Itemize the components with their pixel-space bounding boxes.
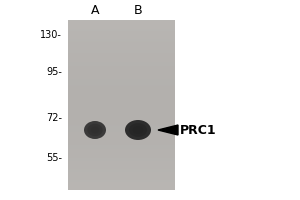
Ellipse shape [133,126,143,134]
Text: 72-: 72- [46,113,62,123]
Text: A: A [91,3,99,17]
Ellipse shape [84,121,106,139]
Ellipse shape [87,124,103,136]
Text: 95-: 95- [46,67,62,77]
Polygon shape [158,125,178,135]
Text: PRC1: PRC1 [180,123,217,136]
Ellipse shape [91,126,99,134]
Text: 55-: 55- [46,153,62,163]
Ellipse shape [125,120,151,140]
Text: 130-: 130- [40,30,62,40]
Text: B: B [134,3,142,17]
Ellipse shape [129,123,147,137]
